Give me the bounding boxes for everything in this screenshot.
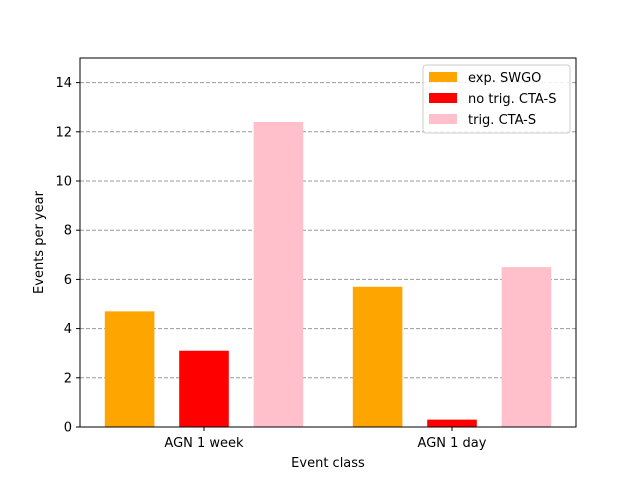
axes — [76, 57, 577, 431]
y-tick-label: 2 — [64, 371, 72, 386]
legend-swatch — [429, 114, 457, 124]
bar — [253, 121, 304, 428]
legend-label: exp. SWGO — [468, 71, 541, 86]
x-axis-label: Event class — [291, 456, 365, 471]
bars — [104, 121, 552, 428]
y-tick-label: 8 — [64, 224, 72, 239]
bar — [501, 267, 552, 427]
bar — [179, 350, 229, 427]
plot-frame — [79, 57, 577, 428]
legend-label: no trig. CTA-S — [468, 92, 556, 107]
y-tick-label: 10 — [55, 175, 72, 190]
legend-swatch — [429, 93, 457, 103]
legend-swatch — [429, 72, 457, 82]
legend-box — [422, 64, 571, 134]
y-tick-label: 4 — [64, 322, 72, 337]
bar — [427, 419, 477, 427]
y-axis-label: Events per year — [32, 190, 47, 294]
legend-label: trig. CTA-S — [468, 113, 536, 128]
grid-lines — [80, 82, 576, 379]
bar — [352, 286, 403, 427]
tick-labels: 0 2 4 6 8 10 12 14 AGN 1 week AGN 1 day — [55, 76, 486, 451]
y-tick-label: 12 — [55, 125, 72, 140]
x-tick-label: AGN 1 day — [418, 436, 487, 451]
y-tick-label: 6 — [64, 273, 72, 288]
y-tick-label: 14 — [55, 76, 72, 91]
legend: exp. SWGO no trig. CTA-S trig. CTA-S — [422, 64, 571, 134]
x-tick-label: AGN 1 week — [164, 436, 244, 451]
y-tick-label: 0 — [64, 421, 72, 436]
bar — [104, 311, 155, 427]
